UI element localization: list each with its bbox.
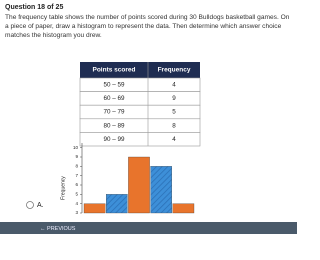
bar: [128, 156, 150, 214]
frequency-table: Points scored Frequency 50 – 59 4 60 – 69 9 70…: [79, 62, 201, 147]
y-tick-label: 3: [75, 210, 78, 215]
table-cell: 90 – 99: [103, 136, 125, 143]
y-tick-label: 5: [75, 192, 78, 197]
y-tick-label: 7: [75, 173, 78, 178]
bar: [83, 203, 106, 214]
y-tick-label: 10: [73, 145, 79, 150]
table-row: [79, 104, 201, 120]
question-number: Question 18 of 25: [5, 4, 63, 11]
y-axis-label: Frequency: [60, 176, 66, 200]
y-tick-label: 4: [75, 201, 78, 206]
page: Question 18 of 25 The frequency table sh…: [0, 3, 297, 234]
radio-button[interactable]: [26, 201, 34, 209]
previous-button[interactable]: ← PREVIOUS: [40, 226, 76, 232]
table-row: [79, 91, 201, 106]
table-cell: 8: [172, 122, 176, 129]
screen: Question 18 of 25 The frequency table sh…: [0, 4, 297, 234]
table-header: Frequency: [158, 67, 191, 74]
table-cell: 60 – 69: [103, 95, 125, 102]
table-row: [79, 118, 201, 133]
bar: [106, 194, 128, 214]
table-row: [79, 132, 201, 147]
table-cell: 5: [172, 109, 176, 116]
table-header-bg: [80, 62, 200, 78]
table-row: [79, 77, 201, 92]
table-cell: 4: [172, 81, 176, 88]
bar: [150, 166, 172, 214]
y-tick-label: 9: [75, 154, 78, 159]
choice-label: A.: [37, 202, 44, 209]
y-tick-label: 6: [75, 182, 78, 187]
bar: [172, 203, 195, 214]
table-cell: 9: [172, 95, 176, 102]
table-cell: 50 – 59: [103, 81, 125, 88]
y-tick-label: 8: [75, 164, 78, 169]
prompt-box: The frequency table shows the number of …: [5, 14, 290, 39]
prompt: The frequency table shows the number of …: [5, 14, 290, 39]
table-cell: 4: [172, 136, 176, 143]
table-header: Points scored: [93, 67, 136, 74]
table-cell: 70 – 79: [103, 109, 125, 116]
histogram: 3 4 5 6 7 8 9 10 Frequency: [60, 143, 195, 215]
table-cell: 80 – 89: [103, 122, 125, 129]
nav-bar: [0, 222, 297, 234]
